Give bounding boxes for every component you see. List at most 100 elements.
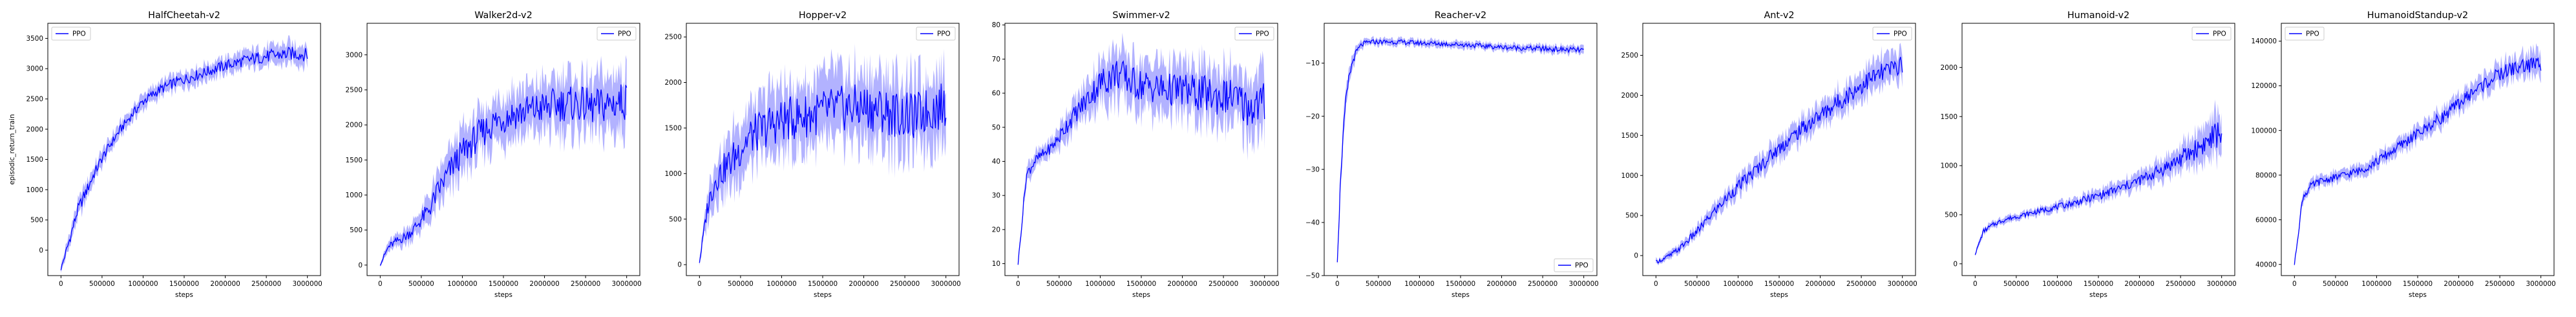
x-tick-label: 3000000 [1250,280,1280,288]
legend: PPO [1872,27,1912,41]
x-tick-label: 1000000 [447,280,477,288]
chart-panel-0: 0 500000 1000000 1500000 2000000 2500000 30000… [8,10,322,299]
x-tick-label: 1500000 [2403,280,2433,288]
y-tick-label: 1500 [1621,132,1638,140]
x-tick-label: 2500000 [251,280,281,288]
legend-label: PPO [1575,262,1589,270]
std-band [1018,32,1265,267]
y-tick-label: 0 [358,261,363,269]
series-line-ppo [1656,56,1903,264]
x-tick-label: 1500000 [1764,280,1794,288]
x-axis-label: steps [1452,291,1470,299]
x-tick-label: 1500000 [169,280,199,288]
y-tick-label: 50 [992,124,1000,131]
y-tick-label: 500 [1625,212,1638,220]
y-tick-label: −30 [1305,166,1320,173]
chart-title: Reacher-v2 [1435,10,1486,21]
x-axis-label: steps [1132,291,1150,299]
x-tick-label: 1000000 [766,280,796,288]
y-tick-label: 20 [992,226,1000,234]
y-tick-label: 0 [677,261,682,269]
y-tick-label: −10 [1305,60,1320,67]
x-tick-label: 1000000 [128,280,158,288]
y-tick-label: 40 [992,158,1000,166]
legend-box [1554,258,1594,272]
x-tick-label: 0 [697,280,702,288]
x-tick-label: 2500000 [1846,280,1876,288]
x-tick-label: 1500000 [2084,280,2113,288]
legend-label: PPO [618,30,631,38]
x-tick-label: 3000000 [612,280,642,288]
y-tick-label: 1000 [665,170,682,178]
x-tick-label: 500000 [1046,280,1072,288]
std-band [61,35,308,274]
std-band [1975,99,2222,257]
axes-frame [2281,23,2555,276]
y-tick-label: 10 [992,260,1000,268]
legend: PPO [2191,27,2232,41]
y-axis-label: episodic_return_train [8,114,16,184]
chart-title: Walker2d-v2 [474,10,532,21]
chart-title: Humanoid-v2 [2067,10,2129,21]
y-tick-label: 500 [1945,212,1958,219]
x-tick-label: 2000000 [1805,280,1835,288]
y-tick-label: 60 [992,90,1000,98]
series-line-ppo [2294,57,2542,265]
x-tick-label: 2000000 [849,280,878,288]
x-axis-label: steps [494,291,512,299]
legend: PPO [51,27,91,41]
std-band [699,43,946,266]
y-tick-label: 1500 [346,157,363,164]
x-tick-label: 2000000 [529,280,559,288]
x-tick-label: 500000 [1684,280,1710,288]
x-tick-label: 3000000 [293,280,322,288]
y-tick-label: 1000 [1621,172,1638,180]
x-tick-label: 1000000 [1723,280,1753,288]
legend-label: PPO [1256,30,1269,38]
y-tick-label: 3000 [346,51,363,59]
legend-label: PPO [937,30,951,38]
y-tick-label: 0 [1634,252,1638,260]
legend-box [2285,27,2325,41]
y-tick-label: 2500 [26,96,43,104]
y-tick-label: 80000 [2255,171,2277,179]
y-tick-label: −20 [1305,113,1320,120]
chart-panel-5: 0 500000 1000000 1500000 2000000 2500000 30000… [1621,10,1917,299]
series-line-ppo [699,83,947,263]
chart-title: Hopper-v2 [799,10,847,21]
y-tick-label: 0 [1953,260,1958,268]
x-tick-label: 2500000 [1528,280,1557,288]
x-tick-label: 1000000 [1404,280,1434,288]
x-tick-label: 3000000 [2526,280,2556,288]
x-tick-label: 3000000 [2207,280,2237,288]
x-tick-label: 1000000 [2361,280,2391,288]
legend-box [916,27,956,41]
x-tick-label: 1500000 [489,280,518,288]
chart-panel-4: 0 500000 1000000 1500000 2000000 2500000 30000… [1305,10,1599,299]
y-tick-label: 40000 [2255,261,2277,268]
x-axis-label: steps [175,291,193,299]
legend-box [1872,27,1912,41]
chart-panel-3: 0 500000 1000000 1500000 2000000 2500000 30000… [992,10,1280,299]
std-band [380,55,627,267]
x-tick-label: 2500000 [2166,280,2195,288]
x-tick-label: 1000000 [1085,280,1115,288]
y-tick-label: 100000 [2251,127,2277,135]
x-tick-label: 0 [1335,280,1340,288]
legend-label: PPO [72,30,86,38]
x-tick-label: 500000 [2323,280,2349,288]
y-tick-label: 500 [350,226,363,234]
legend: PPO [916,27,956,41]
legend-box [2191,27,2232,41]
y-tick-label: 70 [992,56,1000,63]
y-tick-label: 120000 [2251,82,2277,90]
axes-frame [1324,23,1598,276]
x-tick-label: 1500000 [808,280,838,288]
legend-label: PPO [2213,30,2226,38]
y-tick-label: −40 [1305,219,1320,226]
y-tick-label: 80 [992,21,1000,29]
x-tick-label: 0 [59,280,63,288]
x-axis-label: steps [1770,291,1788,299]
x-tick-label: 2500000 [890,280,920,288]
